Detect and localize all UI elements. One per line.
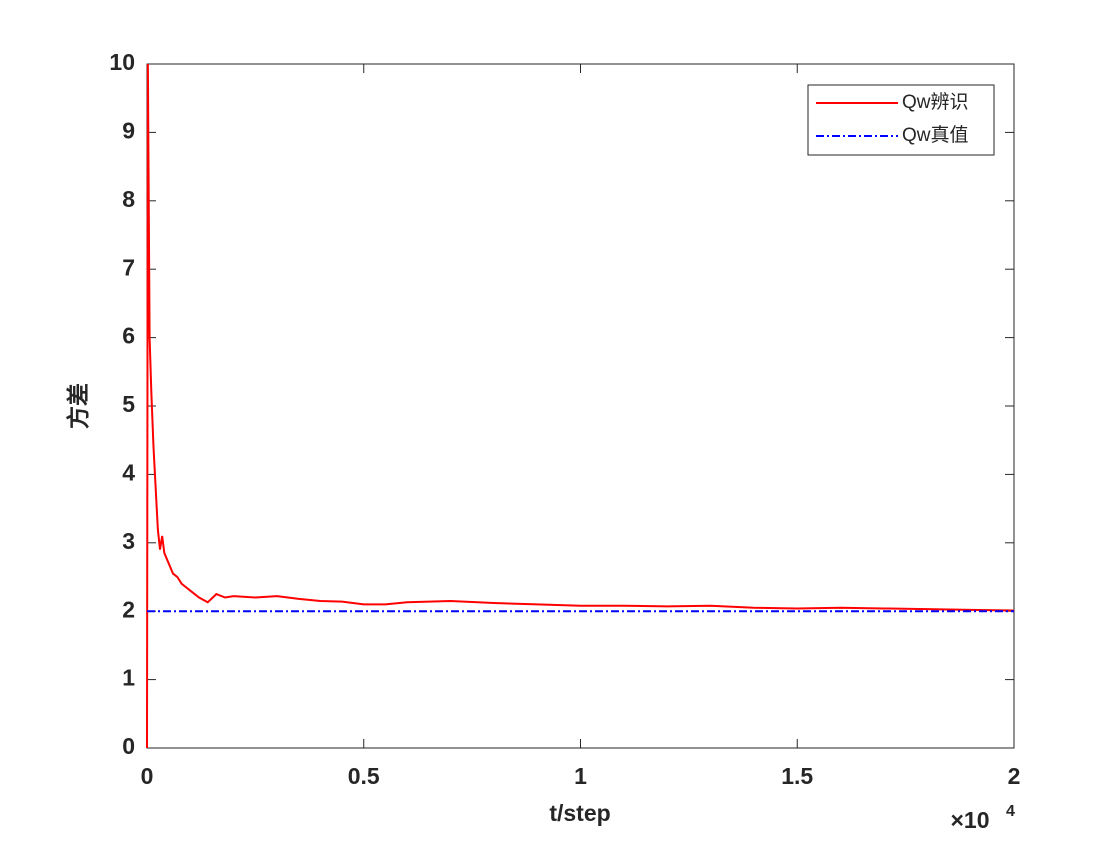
x-tick-label: 2 [1008, 763, 1021, 789]
legend-box [807, 84, 995, 156]
legend-label: Qw辨识 [902, 91, 969, 113]
y-axis-label: 方差 [65, 383, 91, 429]
y-tick-label: 10 [109, 49, 135, 75]
y-tick-label: 0 [122, 733, 135, 759]
x-multiplier-exponent: 4 [1006, 803, 1015, 820]
x-tick-label: 0 [141, 763, 154, 789]
x-tick-label: 0.5 [348, 763, 380, 789]
data-line [146, 63, 1015, 749]
y-tick-label: 6 [122, 323, 135, 349]
y-tick-label: 5 [122, 391, 135, 417]
y-tick-label: 1 [122, 665, 135, 691]
y-tick-label: 4 [122, 459, 135, 485]
x-axis-label: t/step [549, 800, 610, 826]
axes-box [146, 63, 1015, 749]
x-tick-label: 1 [574, 763, 587, 789]
y-tick-label: 9 [122, 117, 135, 143]
y-tick-label: 8 [122, 186, 135, 212]
y-tick-label: 3 [122, 528, 135, 554]
x-tick-label: 1.5 [781, 763, 813, 789]
legend-label: Qw真值 [902, 124, 969, 146]
y-tick-label: 7 [122, 254, 135, 280]
x-multiplier: ×10 [950, 807, 989, 833]
y-tick-label: 2 [122, 596, 135, 622]
